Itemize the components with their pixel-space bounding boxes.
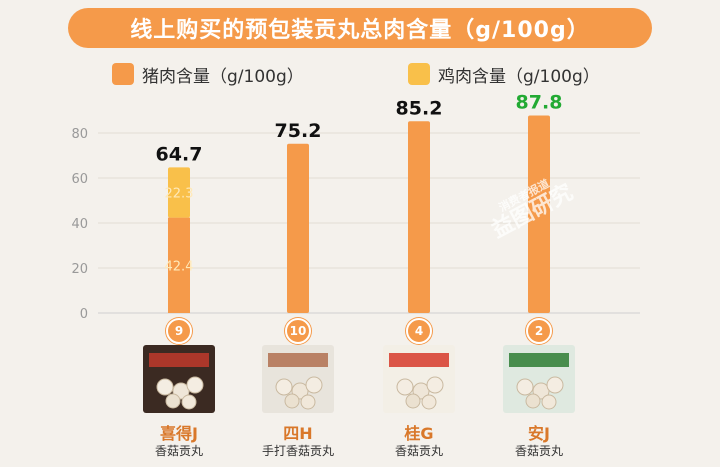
total-value-label: 75.2	[275, 120, 322, 142]
y-tick-label: 20	[71, 262, 88, 277]
product-description: 手打香菇贡丸	[261, 444, 334, 458]
product-brand: 桂G	[404, 424, 434, 443]
segment-value-label: 42.4	[165, 259, 194, 274]
product-brand: 安J	[528, 424, 550, 443]
legend-swatch-pork	[112, 63, 134, 85]
rank-badge: 4	[406, 318, 432, 344]
bar-pork-2	[408, 121, 430, 313]
rank-badge: 10	[285, 318, 311, 344]
legend-label-chicken: 鸡肉含量（g/100g）	[438, 66, 600, 87]
bar-chicken-0	[168, 167, 190, 218]
total-value-label: 64.7	[156, 143, 203, 165]
chart-title: 线上购买的预包装贡丸总肉含量（g/100g）	[68, 8, 652, 48]
y-tick-label: 60	[71, 172, 88, 187]
legend-swatch-chicken	[408, 63, 430, 85]
legend-item-pork: 猪肉含量（g/100g）	[112, 60, 304, 88]
y-tick-label: 0	[80, 307, 88, 322]
legend-label-pork: 猪肉含量（g/100g）	[142, 66, 304, 87]
product-package-image	[262, 345, 334, 413]
rank-badge: 9	[166, 318, 192, 344]
product-description: 香菇贡丸	[394, 444, 443, 458]
product-package-image	[503, 345, 575, 413]
product-description: 香菇贡丸	[514, 444, 563, 458]
product-package-image	[143, 345, 215, 413]
total-value-label: 87.8	[516, 91, 563, 113]
total-value-label: 85.2	[396, 97, 443, 119]
legend-item-chicken: 鸡肉含量（g/100g）	[408, 60, 600, 88]
product-package-image	[383, 345, 455, 413]
bar-pork-1	[287, 143, 309, 313]
bar-pork-3	[528, 115, 550, 313]
bar-pork-0	[168, 217, 190, 313]
product-brand: 四H	[283, 424, 313, 443]
y-tick-label: 80	[71, 127, 88, 142]
product-description: 香菇贡丸	[154, 444, 203, 458]
product-brand: 喜得J	[160, 424, 198, 443]
segment-value-label: 22.3	[165, 187, 194, 202]
rank-badge: 2	[526, 318, 552, 344]
y-tick-label: 40	[71, 217, 88, 232]
